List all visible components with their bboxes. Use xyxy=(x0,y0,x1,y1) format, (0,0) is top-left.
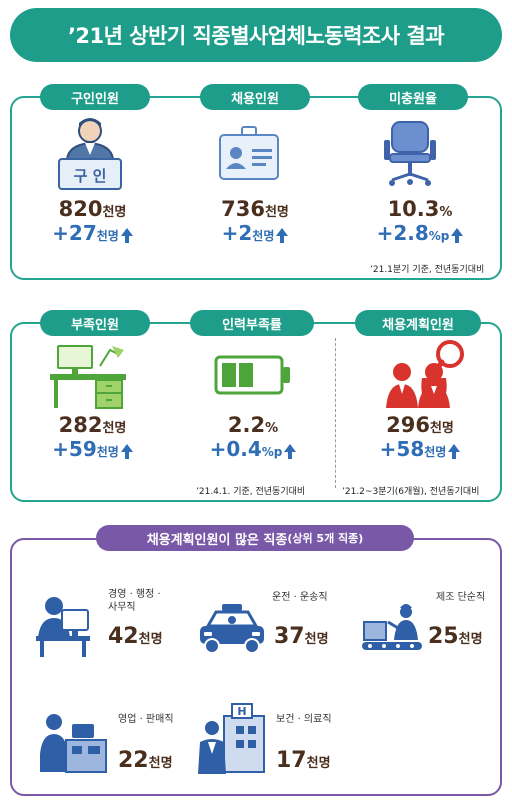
job3-value: 25천명 xyxy=(428,624,483,649)
hiring-plan-stat: 296천명 +58천명 xyxy=(335,413,505,461)
job5-label: 보건 · 의료직 xyxy=(276,714,332,725)
section2-note-right: ’21.2~3분기(6개월), 전년동기대비 xyxy=(342,487,480,497)
shortage-stat: 282천명 +59천명 xyxy=(10,413,175,461)
up-arrow-icon xyxy=(276,228,289,243)
pill-shortage: 부족인원 xyxy=(40,310,150,336)
svg-text:H: H xyxy=(237,705,246,718)
unfilled-rate-value: 10.3% xyxy=(387,197,453,221)
hiring-plan-value: 296천명 xyxy=(386,413,454,437)
factory-worker-icon xyxy=(362,604,422,650)
unfilled-rate-stat: 10.3% +2.8%p xyxy=(335,197,505,245)
recruiter-sign-icon: 구 인 xyxy=(58,118,122,190)
top-jobs-title: 채용계획인원이 많은 직종 xyxy=(146,532,288,548)
job-openings-stat: 820천명 +27천명 xyxy=(10,197,175,245)
page-title: ’21년 상반기 직종별사업체노동력조사 결과 xyxy=(10,8,502,62)
job2-label: 운전 · 운송직 xyxy=(272,592,328,603)
id-card-icon xyxy=(219,126,279,180)
battery-icon xyxy=(214,355,290,395)
shortage-value: 282천명 xyxy=(58,413,127,437)
up-arrow-icon xyxy=(451,228,464,243)
pill-top-jobs: 채용계획인원이 많은 직종 (상위 5개 직종) xyxy=(96,525,414,551)
job3-label: 제조 단순직 xyxy=(436,592,486,603)
empty-chair-icon xyxy=(384,121,436,186)
hiring-plan-change: +58천명 xyxy=(335,437,505,461)
unfilled-rate-change: +2.8%p xyxy=(335,221,505,245)
pill-unfilled-rate: 미충원율 xyxy=(358,84,468,110)
up-arrow-icon xyxy=(284,444,297,459)
job5-value: 17천명 xyxy=(276,748,331,773)
pill-shortage-rate: 인력부족률 xyxy=(190,310,314,336)
office-worker-icon xyxy=(36,597,90,657)
taxi-icon xyxy=(200,604,264,654)
top-jobs-subtitle: (상위 5개 직종) xyxy=(287,532,364,545)
job-openings-value: 820천명 xyxy=(58,197,127,221)
shortage-rate-change: +0.4%p xyxy=(168,437,338,461)
shortage-change: +59천명 xyxy=(10,437,175,461)
job4-value: 22천명 xyxy=(118,748,173,773)
job-openings-change: +27천명 xyxy=(10,221,175,245)
job2-value: 37천명 xyxy=(274,624,329,649)
job1-label: 경영 · 행정 · 사무직 xyxy=(108,589,161,613)
candidate-search-icon xyxy=(386,340,464,408)
shortage-rate-stat: 2.2% +0.4%p xyxy=(168,413,338,461)
job4-label: 영업 · 판매직 xyxy=(118,714,174,725)
hires-value: 736천명 xyxy=(221,197,289,221)
up-arrow-icon xyxy=(120,228,133,243)
section2-note-left: ’21.4.1. 기준, 전년동기대비 xyxy=(196,487,306,497)
hires-stat: 736천명 +2천명 xyxy=(170,197,340,245)
up-arrow-icon xyxy=(448,444,461,459)
job1-value: 42천명 xyxy=(108,624,163,649)
salesperson-icon xyxy=(40,714,107,773)
up-arrow-icon xyxy=(120,444,133,459)
shortage-rate-value: 2.2% xyxy=(227,413,279,437)
hires-change: +2천명 xyxy=(170,221,340,245)
empty-desk-icon xyxy=(50,345,126,409)
section2-divider xyxy=(335,338,336,488)
pill-hires: 채용인원 xyxy=(200,84,310,110)
healthcare-icon: H xyxy=(198,703,265,774)
pill-hiring-plan: 채용계획인원 xyxy=(355,310,481,336)
pill-job-openings: 구인인원 xyxy=(40,84,150,110)
recruiter-sign-text: 구 인 xyxy=(74,167,107,185)
section1-note: ’21.1분기 기준, 전년동기대비 xyxy=(370,265,485,275)
